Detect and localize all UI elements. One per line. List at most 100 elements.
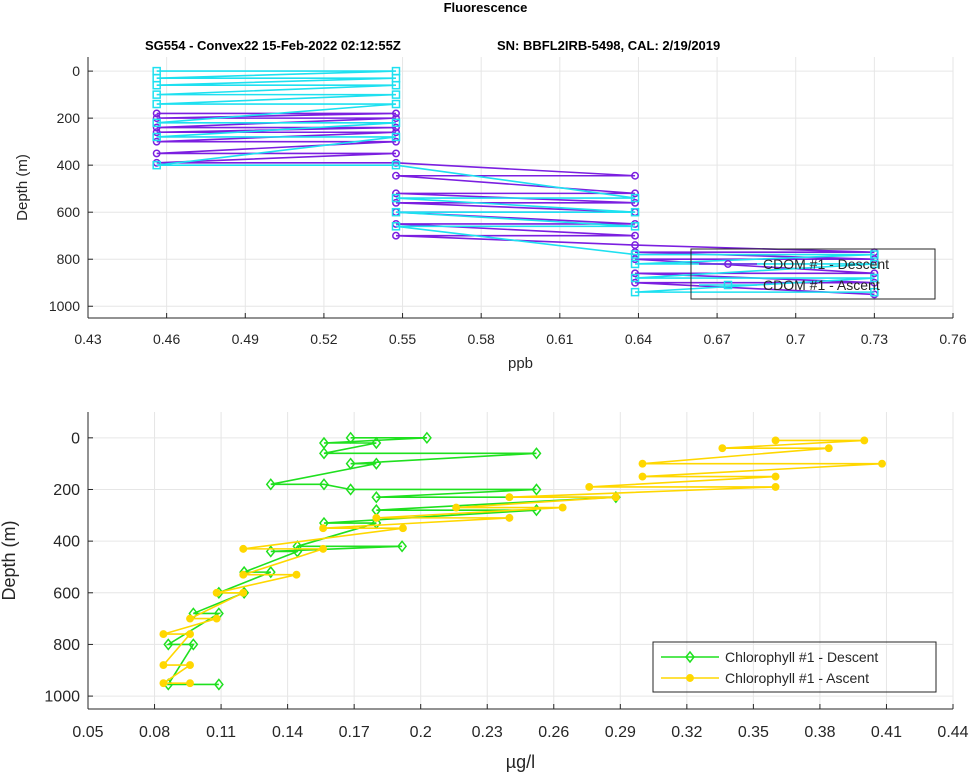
y-tick-label: 400 — [57, 157, 81, 173]
x-tick-label: 0.26 — [538, 724, 569, 741]
data-point — [163, 638, 174, 651]
data-point — [392, 109, 400, 118]
data-point — [392, 137, 400, 146]
data-point — [558, 503, 567, 512]
data-point — [392, 114, 400, 123]
data-point — [212, 588, 221, 597]
data-point — [452, 503, 461, 512]
x-axis-label: ppb — [508, 355, 533, 372]
data-point — [771, 436, 780, 445]
data-point — [531, 447, 542, 460]
x-tick-label: 0.44 — [937, 724, 968, 741]
data-point — [372, 513, 381, 522]
data-point — [152, 128, 161, 137]
data-point — [239, 570, 248, 579]
x-tick-label: 0.7 — [786, 331, 806, 347]
data-point — [152, 149, 161, 158]
data-point — [188, 638, 199, 651]
data-point — [392, 123, 400, 132]
data-point — [505, 493, 514, 502]
data-point — [152, 109, 161, 118]
series-2 — [152, 66, 879, 297]
data-point — [630, 207, 640, 217]
data-point — [611, 493, 620, 502]
x-tick-label: 0.14 — [272, 724, 303, 741]
data-point — [630, 250, 640, 259]
plot-area — [88, 412, 953, 709]
x-tick-label: 0.38 — [804, 724, 835, 741]
x-tick-label: 0.23 — [472, 724, 503, 741]
y-tick-label: 800 — [53, 637, 80, 654]
x-tick-label: 0.73 — [861, 331, 888, 347]
x-tick-label: 0.49 — [232, 331, 259, 347]
data-point — [159, 661, 168, 670]
series-2 — [159, 436, 886, 688]
x-tick-label: 0.29 — [605, 724, 636, 741]
data-point — [186, 679, 194, 688]
data-point — [392, 128, 400, 137]
x-tick-label: 0.55 — [389, 331, 416, 347]
data-point — [630, 193, 640, 203]
data-point — [345, 457, 356, 470]
x-tick-label: 0.61 — [546, 331, 573, 347]
legend-box — [690, 248, 936, 300]
data-point — [686, 674, 694, 682]
data-point — [371, 491, 382, 504]
data-point — [152, 132, 161, 142]
subtitle-mission: SG554 - Convex22 15-Feb-2022 02:12:55Z — [145, 38, 401, 53]
data-point — [212, 614, 221, 623]
series-line — [156, 70, 875, 293]
series-line — [165, 437, 616, 686]
data-point — [391, 80, 401, 90]
data-point — [265, 478, 276, 491]
x-tick-label: 0.35 — [738, 724, 769, 741]
y-tick-label: 200 — [57, 110, 81, 126]
y-axis-label: Depth (m) — [0, 520, 19, 600]
data-point — [292, 570, 301, 579]
data-point — [391, 207, 401, 217]
data-point — [345, 483, 356, 496]
x-tick-label: 0.32 — [671, 724, 702, 741]
x-tick-label: 0.08 — [139, 724, 170, 741]
data-point — [631, 198, 639, 207]
x-tick-label: 0.46 — [153, 331, 180, 347]
data-point — [630, 222, 640, 231]
data-point — [638, 459, 647, 468]
data-point — [397, 540, 408, 553]
data-point — [391, 99, 401, 109]
data-point — [685, 650, 695, 664]
data-point — [878, 459, 886, 468]
y-tick-label: 0 — [71, 430, 80, 447]
series-line — [160, 439, 883, 684]
data-point — [292, 540, 303, 553]
data-point — [870, 269, 879, 278]
data-point — [585, 482, 594, 491]
data-point — [398, 524, 407, 533]
data-point — [239, 544, 248, 553]
data-point — [391, 90, 401, 99]
data-point — [391, 132, 401, 142]
data-point — [631, 171, 639, 180]
data-point — [391, 118, 401, 128]
x-tick-label: 0.43 — [74, 331, 101, 347]
data-point — [870, 287, 879, 297]
data-point — [392, 231, 400, 240]
data-point — [860, 436, 869, 445]
data-point — [159, 679, 168, 688]
data-point — [392, 171, 400, 180]
data-point — [186, 630, 194, 639]
legend: CDOM #1 - Descent CDOM #1 - Ascent — [690, 248, 936, 300]
data-point — [638, 472, 647, 481]
data-point — [870, 255, 879, 264]
data-point — [824, 444, 833, 453]
data-point — [630, 287, 640, 297]
data-point — [345, 431, 356, 445]
data-point — [319, 544, 328, 553]
legend-label: CDOM #1 - Descent — [763, 256, 889, 272]
data-point — [392, 198, 400, 207]
data-point — [152, 160, 161, 170]
x-tick-label: 0.17 — [339, 724, 370, 741]
data-point — [152, 137, 161, 146]
data-point — [239, 588, 248, 597]
